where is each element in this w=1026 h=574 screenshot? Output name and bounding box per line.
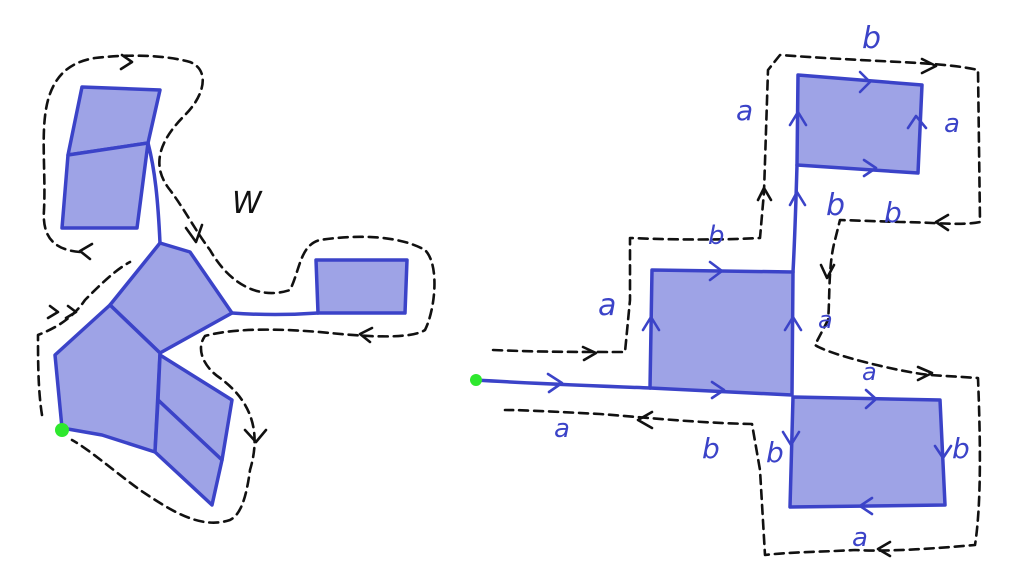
label-mid-right-a: a xyxy=(818,306,833,334)
label-bot-left-b1: b xyxy=(702,432,720,465)
label-top-bottom-b1: b xyxy=(826,188,845,223)
label-top-b: b xyxy=(862,21,881,56)
left-face-square xyxy=(314,258,409,315)
left-diagram: W xyxy=(36,53,436,524)
left-boundary-loop xyxy=(42,54,436,524)
label-bot-left-b2: b xyxy=(766,436,784,469)
label-bot-right-b: b xyxy=(952,432,970,465)
edge-arrow-top-top xyxy=(858,70,872,94)
loop-arrow-r6 xyxy=(916,365,934,382)
right-diagram: b a a b b b a a a b b b a a xyxy=(470,21,982,558)
left-face-center-left xyxy=(53,303,162,454)
loop-arrow-r8 xyxy=(636,410,654,430)
edge-arrow-top-left xyxy=(788,110,808,127)
loop-arrow-left xyxy=(46,304,60,320)
left-edge-stem xyxy=(146,141,162,245)
left-face-top-lower xyxy=(60,141,150,230)
loop-arrow-left-top xyxy=(78,242,94,261)
right-boundary-loop xyxy=(491,53,982,557)
region-label-w: W xyxy=(232,186,263,221)
label-top-right-a: a xyxy=(944,109,960,139)
label-mid-top-b: b xyxy=(708,221,725,251)
loop-arrow-lower-right xyxy=(243,428,268,444)
left-boundary-loop-left xyxy=(36,260,132,417)
loop-arrow-r5 xyxy=(819,263,836,280)
right-face-bottom xyxy=(788,395,947,509)
edge-arrow-top-bottom xyxy=(862,158,878,178)
loop-arrow-r3 xyxy=(920,57,938,75)
label-bot-top-a: a xyxy=(862,358,877,386)
loop-arrow-top xyxy=(119,53,134,71)
left-basepoint xyxy=(55,423,69,437)
left-face-center-upper xyxy=(108,241,234,355)
label-top-bottom-b2: b xyxy=(884,196,902,229)
edge-arrow-mid-top xyxy=(708,260,724,282)
edge-arrow-bot-right xyxy=(933,444,953,460)
loop-arrow-r2 xyxy=(756,186,773,202)
right-face-middle xyxy=(648,268,795,397)
right-edge-tail xyxy=(474,378,652,390)
loop-arrow-left2 xyxy=(64,304,78,320)
label-top-left-a: a xyxy=(736,94,753,127)
loop-arrow-r4 xyxy=(934,213,950,232)
right-edge-vertical xyxy=(791,163,799,274)
edge-arrow-top-right xyxy=(906,114,928,130)
label-tail-a: a xyxy=(554,414,570,444)
edge-arrow-mid-left xyxy=(641,315,661,332)
edge-arrow-mid-right xyxy=(783,315,803,332)
edge-arrow-bot-left xyxy=(781,430,801,447)
label-mid-left-a: a xyxy=(598,288,616,323)
right-face-top xyxy=(795,73,924,175)
edge-arrow-bot-bottom xyxy=(858,496,874,516)
loop-arrow-right-diag xyxy=(184,223,204,244)
edge-arrow-vertical xyxy=(788,190,807,207)
left-edge-to-square xyxy=(230,311,320,317)
loop-arrow-r1 xyxy=(581,345,598,362)
loop-arrow-square xyxy=(358,326,374,344)
edge-arrow-tail xyxy=(546,372,564,394)
edge-arrow-bot-top xyxy=(864,388,878,410)
label-bot-bottom-a: a xyxy=(852,523,868,553)
left-face-lower-right-lower xyxy=(153,398,224,507)
right-basepoint xyxy=(470,374,482,386)
edge-arrow-mid-bottom xyxy=(710,380,726,400)
loop-arrow-r7 xyxy=(876,540,892,558)
